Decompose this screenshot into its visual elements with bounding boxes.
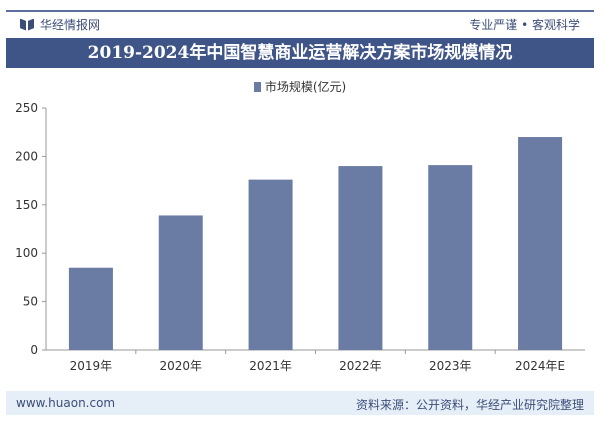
- bar: [158, 215, 203, 350]
- bar: [68, 267, 113, 350]
- y-tick-label: 100: [15, 246, 38, 260]
- legend-label: 市场规模(亿元): [264, 80, 347, 94]
- y-tick-label: 150: [15, 198, 38, 212]
- chart-title: 2019-2024年中国智慧商业运营解决方案市场规模情况: [6, 38, 594, 68]
- x-tick-label: 2023年: [429, 359, 472, 373]
- legend: 市场规模(亿元): [0, 78, 600, 95]
- x-tick-label: 2024年E: [515, 359, 565, 373]
- y-tick-label: 0: [30, 343, 38, 357]
- brand: 华经情报网: [20, 16, 100, 33]
- bar: [518, 137, 563, 350]
- legend-swatch: [253, 82, 261, 92]
- bar: [338, 166, 383, 350]
- y-tick-label: 200: [15, 149, 38, 163]
- bar: [428, 165, 473, 350]
- y-tick-label: 250: [15, 101, 38, 115]
- brand-name: 华经情报网: [40, 18, 101, 32]
- footer: www.huaon.com 资料来源：公开资料，华经产业研究院整理: [6, 391, 594, 415]
- footer-url: www.huaon.com: [16, 396, 116, 410]
- x-tick-label: 2019年: [70, 359, 113, 373]
- top-divider: [6, 10, 594, 12]
- bar: [248, 179, 293, 350]
- x-tick-label: 2022年: [339, 359, 382, 373]
- footer-source: 资料来源：公开资料，华经产业研究院整理: [355, 398, 584, 412]
- y-tick-label: 50: [23, 295, 38, 309]
- x-tick-label: 2020年: [159, 359, 202, 373]
- slogan: 专业严谨 • 客观科学: [469, 18, 580, 32]
- x-tick-label: 2021年: [249, 359, 292, 373]
